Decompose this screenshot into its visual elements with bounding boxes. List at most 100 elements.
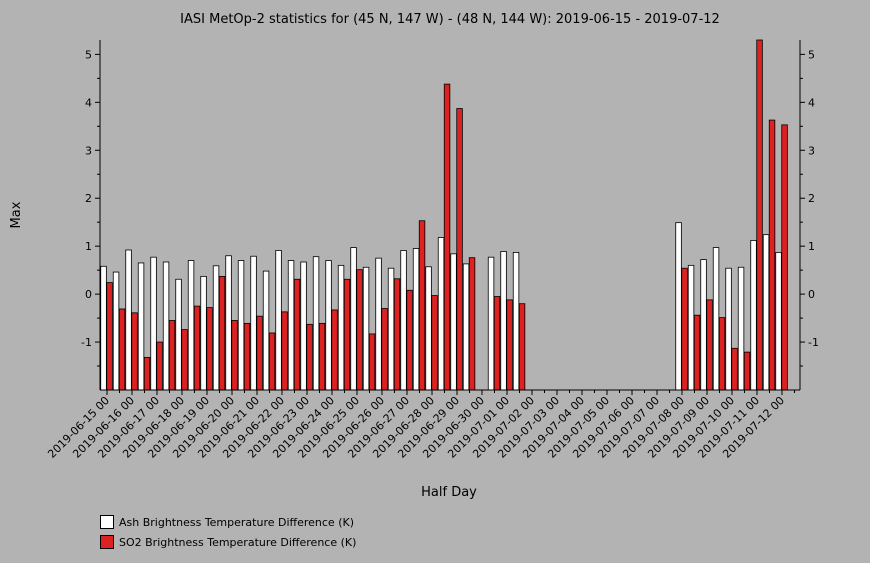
so2-bar-49 (718, 317, 726, 391)
ash-bar-3 (137, 262, 145, 391)
so2-bar-46 (681, 267, 688, 391)
ash-bar-9 (212, 265, 220, 391)
so2-bar-27 (443, 83, 451, 391)
ash-bar-51 (737, 266, 745, 391)
ash-bar-46 (675, 222, 682, 391)
so2-bar-31 (493, 296, 501, 391)
so2-bar-11 (243, 322, 251, 391)
legend-swatch-so2 (100, 535, 114, 549)
so2-bar-9 (218, 275, 226, 391)
ash-bar-27 (437, 237, 445, 391)
so2-bar-8 (206, 307, 213, 391)
so2-bar-19 (343, 278, 351, 391)
so2-bar-51 (743, 351, 751, 391)
y-tick-label-right: 0 (808, 288, 815, 301)
y-tick-label-right: 5 (808, 48, 815, 61)
so2-bar-21 (368, 333, 376, 391)
ash-bar-10 (225, 255, 232, 391)
ash-bar-1 (112, 271, 120, 391)
ash-bar-49 (712, 247, 720, 391)
so2-bar-20 (356, 269, 363, 391)
so2-bar-33 (518, 303, 526, 391)
ash-bar-4 (150, 256, 157, 391)
ash-bar-12 (250, 255, 257, 391)
ash-bar-24 (400, 250, 407, 391)
so2-bar-0 (106, 282, 113, 391)
so2-bar-18 (331, 309, 338, 391)
ash-bar-15 (287, 260, 295, 391)
ash-bar-26 (425, 266, 432, 391)
ash-bar-6 (175, 278, 182, 391)
ash-bar-31 (487, 256, 495, 391)
ash-bar-14 (275, 250, 282, 391)
ash-bar-23 (387, 267, 395, 391)
y-tick-label-right: 3 (808, 144, 815, 157)
y-tick-label-left: 0 (85, 288, 92, 301)
ash-bar-21 (362, 266, 370, 391)
so2-bar-15 (293, 278, 301, 391)
legend: Ash Brightness Temperature Difference (K… (100, 512, 356, 552)
ash-bar-25 (412, 248, 420, 391)
ash-bar-47 (687, 264, 695, 391)
y-tick-label-right: -1 (808, 336, 819, 349)
legend-item-ash: Ash Brightness Temperature Difference (K… (100, 512, 356, 532)
ash-bar-17 (312, 256, 320, 391)
ash-bar-7 (187, 260, 195, 391)
ash-bar-0 (100, 265, 107, 391)
legend-item-so2: SO2 Brightness Temperature Difference (K… (100, 532, 356, 552)
y-tick-label-left: 1 (85, 240, 92, 253)
y-tick-label-right: 1 (808, 240, 815, 253)
so2-bar-52 (756, 39, 763, 391)
so2-bar-1 (118, 308, 126, 391)
ash-bar-53 (762, 234, 770, 391)
so2-bar-12 (256, 315, 263, 391)
legend-label-so2: SO2 Brightness Temperature Difference (K… (119, 535, 357, 549)
y-tick-label-right: 4 (808, 96, 815, 109)
legend-label-ash: Ash Brightness Temperature Difference (K… (119, 515, 354, 529)
so2-bar-54 (781, 124, 788, 391)
so2-bar-17 (318, 322, 326, 391)
ash-bar-33 (512, 251, 520, 391)
so2-bar-53 (768, 119, 776, 391)
ash-bar-8 (200, 275, 207, 391)
ash-bar-13 (262, 270, 270, 391)
chart-title: IASI MetOp-2 statistics for (45 N, 147 W… (180, 12, 720, 27)
so2-bar-16 (306, 323, 313, 391)
so2-bar-50 (731, 347, 738, 391)
so2-bar-7 (193, 305, 201, 391)
ash-bar-28 (450, 253, 457, 391)
ash-bar-22 (375, 257, 382, 391)
y-tick-label-left: 4 (85, 96, 92, 109)
ash-bar-54 (775, 251, 782, 391)
so2-bar-25 (418, 220, 426, 391)
ash-bar-11 (237, 260, 245, 391)
y-tick-label-left: 2 (85, 192, 92, 205)
so2-bar-28 (456, 108, 463, 391)
ash-bar-5 (162, 261, 170, 391)
y-tick-label-left: 5 (85, 48, 92, 61)
so2-bar-47 (693, 314, 701, 391)
so2-bar-6 (181, 329, 188, 391)
y-tick-label-left: 3 (85, 144, 92, 157)
so2-bar-3 (143, 356, 151, 391)
so2-bar-14 (281, 311, 288, 391)
so2-bar-4 (156, 341, 163, 391)
so2-bar-13 (268, 332, 276, 391)
y-tick-label-right: 2 (808, 192, 815, 205)
so2-bar-2 (131, 312, 138, 391)
so2-bar-32 (506, 299, 513, 391)
x-axis-label: Half Day (421, 485, 477, 500)
so2-bar-22 (381, 308, 388, 391)
so2-bar-10 (231, 320, 238, 391)
y-tick-label-left: -1 (81, 336, 92, 349)
so2-bar-5 (168, 320, 176, 391)
so2-bar-48 (706, 299, 713, 391)
y-axis-label: Max (9, 201, 24, 228)
ash-bar-16 (300, 261, 307, 391)
ash-bar-48 (700, 259, 707, 391)
so2-bar-26 (431, 295, 438, 391)
ash-bar-29 (462, 263, 470, 391)
ash-bar-20 (350, 247, 357, 391)
